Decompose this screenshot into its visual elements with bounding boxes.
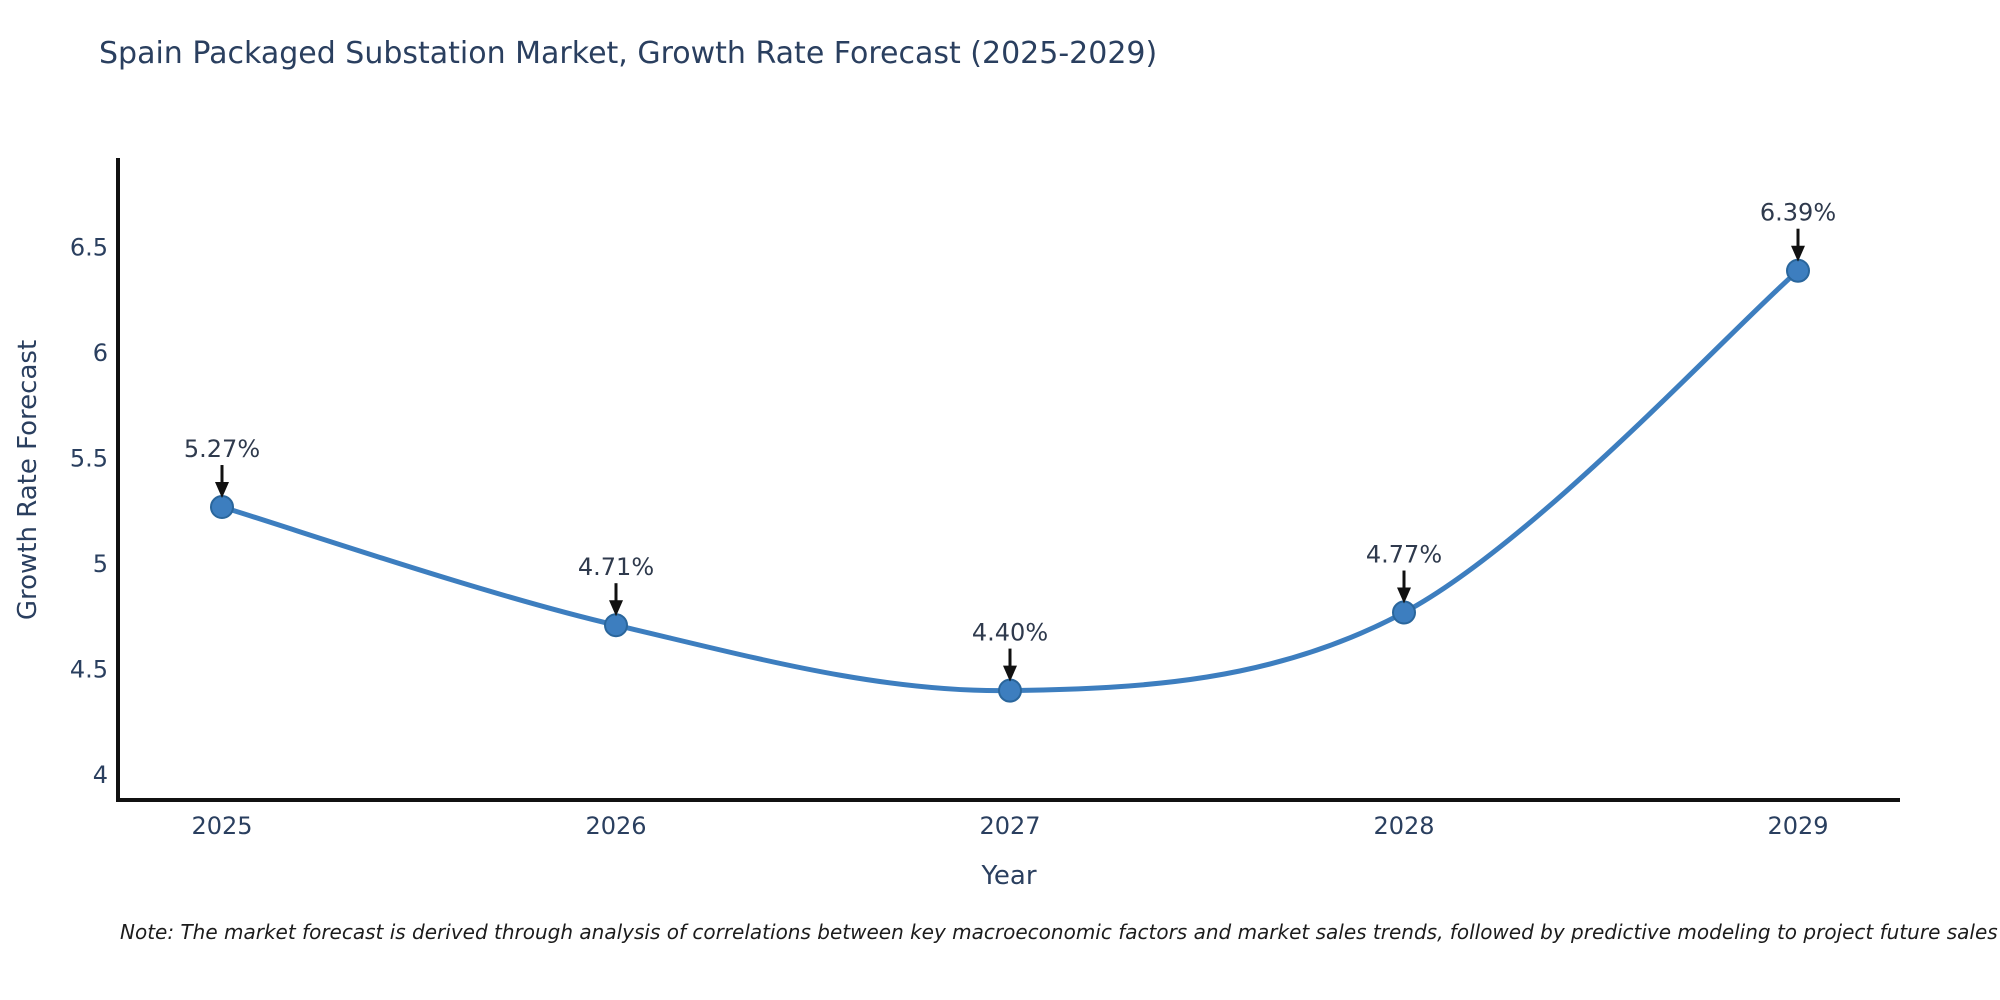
annotation-arrowhead xyxy=(609,600,623,617)
data-point-2026 xyxy=(604,613,628,638)
y-tick-label: 4 xyxy=(93,761,108,789)
footnote: Note: The market forecast is derived thr… xyxy=(120,920,1998,944)
y-tick-label: 5 xyxy=(93,550,108,578)
x-tick-label: 2026 xyxy=(585,812,646,840)
chart-title: Spain Packaged Substation Market, Growth… xyxy=(99,36,1158,71)
data-point-2025 xyxy=(210,495,234,520)
annotation-arrowhead xyxy=(215,482,229,499)
point-value-label: 4.40% xyxy=(972,619,1048,647)
x-tick-label: 2027 xyxy=(979,812,1040,840)
data-point-2029 xyxy=(1786,258,1810,283)
data-point-2027 xyxy=(998,678,1022,703)
y-tick-label: 6.5 xyxy=(70,234,108,262)
y-tick-label: 5.5 xyxy=(70,445,108,473)
point-value-label: 4.77% xyxy=(1366,541,1442,569)
y-axis-title: Growth Rate Forecast xyxy=(13,339,43,621)
annotation-arrowhead xyxy=(1003,665,1017,682)
x-tick-label: 2029 xyxy=(1767,812,1828,840)
x-tick-label: 2028 xyxy=(1373,812,1434,840)
annotation-arrowhead xyxy=(1397,587,1411,604)
x-tick-label: 2025 xyxy=(191,812,252,840)
y-tick-label: 6 xyxy=(93,339,108,367)
point-value-label: 4.71% xyxy=(578,553,654,581)
point-value-label: 5.27% xyxy=(184,435,260,463)
point-value-label: 6.39% xyxy=(1760,199,1836,227)
x-axis-title: Year xyxy=(981,861,1037,891)
y-tick-label: 4.5 xyxy=(70,656,108,684)
annotation-arrowhead xyxy=(1791,245,1805,262)
data-point-2028 xyxy=(1392,600,1416,625)
